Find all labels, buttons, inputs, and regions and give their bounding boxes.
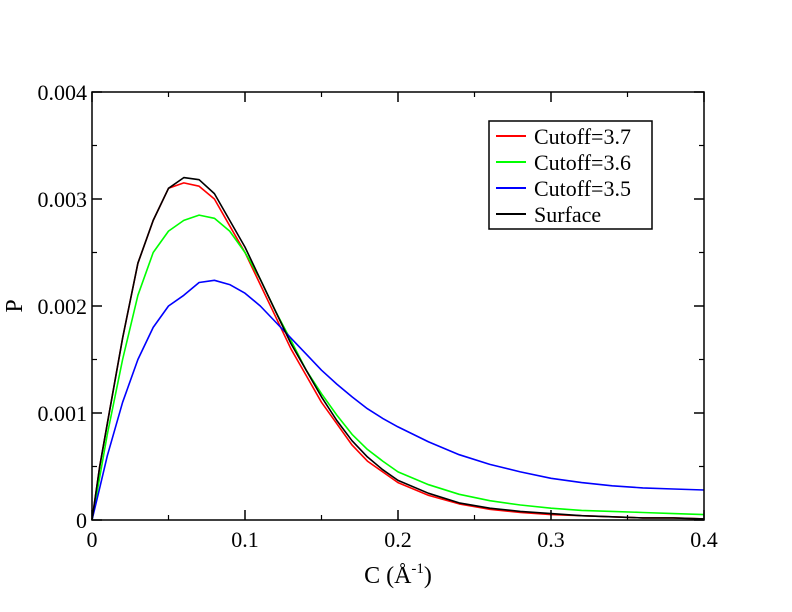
- x-tick-label-1: 0.1: [231, 527, 259, 552]
- series-line-3: [91, 279, 705, 521]
- legend-label-1: Cutoff=3.7: [534, 124, 631, 149]
- series-line-4: [91, 176, 705, 521]
- y-tick-label-1: 0.001: [38, 401, 88, 426]
- x-tick-label-4: 0.4: [690, 527, 718, 552]
- series-line-2: [91, 214, 705, 521]
- series-layer: [91, 176, 705, 521]
- x-axis-label-close: ): [424, 563, 432, 589]
- x-tick-label-3: 0.3: [537, 527, 565, 552]
- legend-box: [488, 120, 653, 230]
- legend-label-4: Surface: [534, 202, 601, 227]
- x-axis-label-superscript: -1: [411, 561, 424, 577]
- x-tick-label-2: 0.2: [384, 527, 412, 552]
- x-tick-label-0: 0: [87, 527, 98, 552]
- legend-label-2: Cutoff=3.6: [534, 150, 631, 175]
- series-line-1: [91, 182, 705, 521]
- y-tick-label-2: 0.002: [38, 294, 88, 319]
- y-tick-label-4: 0.004: [38, 80, 88, 105]
- x-axis-label-main: C (Å: [364, 563, 412, 589]
- x-axis-label: C (Å-1): [364, 561, 432, 589]
- axis-layer: 0 0.1 0.2 0.3 0.4 0 0.001 0.002 0.003 0.004: [38, 80, 718, 552]
- y-tick-label-3: 0.003: [38, 187, 88, 212]
- y-tick-label-0: 0: [76, 508, 87, 533]
- legend-label-3: Cutoff=3.5: [534, 176, 631, 201]
- y-axis-label: P: [2, 299, 28, 312]
